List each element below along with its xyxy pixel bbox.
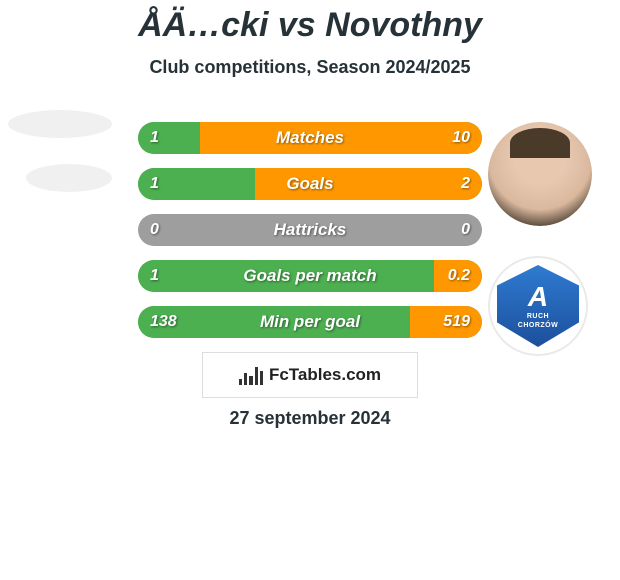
left-player-avatar: [8, 110, 118, 218]
avatar-placeholder-icon: [8, 110, 112, 138]
page-subtitle: Club competitions, Season 2024/2025: [0, 57, 620, 78]
bar-chart-icon: [239, 365, 263, 385]
stat-label: Hattricks: [138, 214, 482, 246]
page-title: ÅÄ…cki vs Novothny: [0, 0, 620, 45]
fctables-attribution: FcTables.com: [202, 352, 418, 398]
club-badge: A RUCH CHORZÓW: [488, 256, 588, 356]
stat-bar-row: 1Goals per match0.2: [138, 260, 482, 292]
stat-value-right: 0: [461, 214, 470, 246]
stat-bar-row: 1Goals2: [138, 168, 482, 200]
club-badge-shield-icon: A RUCH CHORZÓW: [497, 265, 579, 347]
stat-bar-row: 1Matches10: [138, 122, 482, 154]
stat-bar-row: 138Min per goal519: [138, 306, 482, 338]
stat-value-right: 2: [461, 168, 470, 200]
club-badge-text-top: RUCH: [527, 313, 549, 320]
comparison-infographic: ÅÄ…cki vs Novothny Club competitions, Se…: [0, 0, 620, 580]
right-player-avatar: A RUCH CHORZÓW: [488, 122, 592, 356]
stat-label: Min per goal: [138, 306, 482, 338]
stat-bar-row: 0Hattricks0: [138, 214, 482, 246]
avatar-placeholder-icon: [26, 164, 112, 192]
stat-label: Goals: [138, 168, 482, 200]
club-badge-letter: A: [528, 283, 548, 311]
club-badge-text-bottom: CHORZÓW: [518, 322, 558, 329]
stat-bars: 1Matches10 1Goals2 0Hattricks0 1Goals per m…: [138, 122, 482, 352]
stat-value-right: 519: [443, 306, 470, 338]
stat-value-right: 10: [452, 122, 470, 154]
infographic-date: 27 september 2024: [0, 408, 620, 429]
face-icon: [488, 122, 592, 226]
stat-value-right: 0.2: [448, 260, 470, 292]
stat-label: Goals per match: [138, 260, 482, 292]
fctables-label: FcTables.com: [269, 365, 381, 385]
stat-label: Matches: [138, 122, 482, 154]
player-photo: [488, 122, 592, 226]
